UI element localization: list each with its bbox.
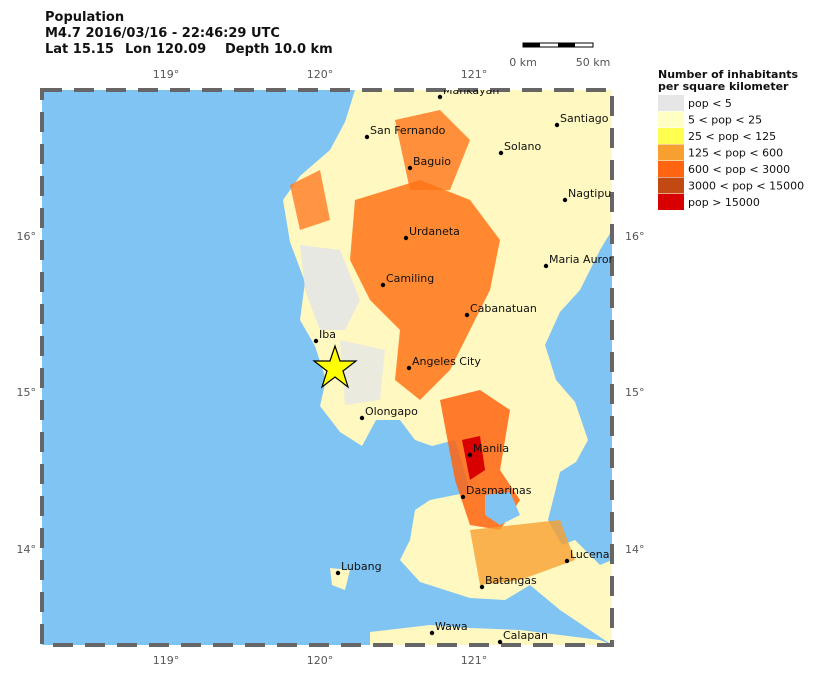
legend-title: Number of inhabitants bbox=[658, 68, 799, 81]
city-label: Angeles City bbox=[412, 355, 481, 368]
city-dot bbox=[380, 282, 386, 288]
lat-tick-right: 14° bbox=[625, 543, 645, 556]
city-label: Santiago bbox=[560, 112, 609, 125]
legend-label: 3000 < pop < 15000 bbox=[688, 180, 804, 193]
city-label: Dasmarinas bbox=[466, 484, 532, 497]
epicenter-star bbox=[312, 344, 358, 389]
city-label: Iba bbox=[319, 328, 336, 341]
city-label: Solano bbox=[504, 140, 541, 153]
legend-title: per square kilometer bbox=[658, 80, 789, 93]
event-lon: Lon 120.09 bbox=[125, 42, 206, 57]
city-dot bbox=[335, 570, 341, 576]
city-dot bbox=[429, 630, 435, 636]
city-dot bbox=[479, 584, 485, 590]
city-dot bbox=[407, 165, 413, 171]
legend-swatch bbox=[658, 177, 684, 194]
lat-tick-left: 15° bbox=[17, 386, 37, 399]
lon-tick-bottom: 121° bbox=[461, 654, 488, 667]
city-label: San Fernando bbox=[370, 124, 446, 137]
scale-end: 50 km bbox=[576, 56, 611, 69]
cities: Mankayan San Fernando Santiago Solano Baguio… bbox=[313, 84, 632, 645]
map-frame bbox=[40, 88, 614, 647]
event-lat: Lat 15.15 bbox=[45, 42, 114, 57]
city-dot bbox=[562, 197, 568, 203]
lon-tick-top: 121° bbox=[461, 68, 488, 81]
city-label: Manila bbox=[473, 442, 509, 455]
lat-tick-left: 16° bbox=[17, 230, 37, 243]
event-info: M4.7 2016/03/16 - 22:46:29 UTC bbox=[45, 26, 280, 41]
scale-start: 0 km bbox=[509, 56, 537, 69]
legend-label: pop > 15000 bbox=[688, 196, 760, 209]
city-label: Mankayan bbox=[443, 84, 499, 97]
city-dot bbox=[497, 639, 503, 645]
city-dot bbox=[403, 235, 409, 241]
city-dot bbox=[437, 94, 443, 100]
city-label: Lucena bbox=[570, 548, 609, 561]
legend-swatch bbox=[658, 161, 684, 177]
legend-swatch bbox=[658, 95, 684, 111]
scale-bar bbox=[522, 42, 594, 48]
city-dot bbox=[543, 263, 549, 269]
city-label: Urdaneta bbox=[409, 225, 460, 238]
lon-tick-bottom: 120° bbox=[307, 654, 334, 667]
city-dot bbox=[406, 365, 412, 371]
lat-tick-right: 15° bbox=[625, 386, 645, 399]
city-dot bbox=[467, 452, 473, 458]
city-dot bbox=[464, 312, 470, 318]
city-label: Cabanatuan bbox=[470, 302, 537, 315]
city-dot bbox=[313, 338, 319, 344]
lat-tick-right: 16° bbox=[625, 230, 645, 243]
city-dot bbox=[498, 150, 504, 156]
city-label: Baguio bbox=[413, 155, 451, 168]
city-label: Batangas bbox=[485, 574, 537, 587]
city-dot bbox=[364, 134, 370, 140]
lon-tick-top: 120° bbox=[307, 68, 334, 81]
city-label: Maria Aurora bbox=[549, 253, 620, 266]
event-depth: Depth 10.0 km bbox=[225, 42, 333, 57]
city-dot bbox=[554, 122, 560, 128]
city-label: Nagtipunan bbox=[568, 187, 632, 200]
legend-label: 25 < pop < 125 bbox=[688, 130, 776, 143]
title: Population bbox=[45, 10, 124, 25]
city-dot bbox=[564, 558, 570, 564]
city-label: Camiling bbox=[386, 272, 434, 285]
legend-swatch bbox=[658, 111, 684, 128]
city-label: Wawa bbox=[435, 620, 468, 633]
city-dot bbox=[460, 494, 466, 500]
legend-label: 600 < pop < 3000 bbox=[688, 163, 790, 176]
legend-swatch bbox=[658, 144, 684, 161]
legend-label: 125 < pop < 600 bbox=[688, 147, 783, 160]
lat-tick-left: 14° bbox=[17, 543, 37, 556]
lon-tick-top: 119° bbox=[153, 68, 180, 81]
legend-label: pop < 5 bbox=[688, 97, 732, 110]
city-dot bbox=[359, 415, 365, 421]
city-label: Olongapo bbox=[365, 405, 418, 418]
city-label: Calapan bbox=[503, 629, 548, 642]
legend-swatch bbox=[658, 194, 684, 210]
lon-tick-bottom: 119° bbox=[153, 654, 180, 667]
legend-label: 5 < pop < 25 bbox=[688, 114, 762, 127]
legend-swatch bbox=[658, 128, 684, 144]
city-label: Lubang bbox=[341, 560, 382, 573]
